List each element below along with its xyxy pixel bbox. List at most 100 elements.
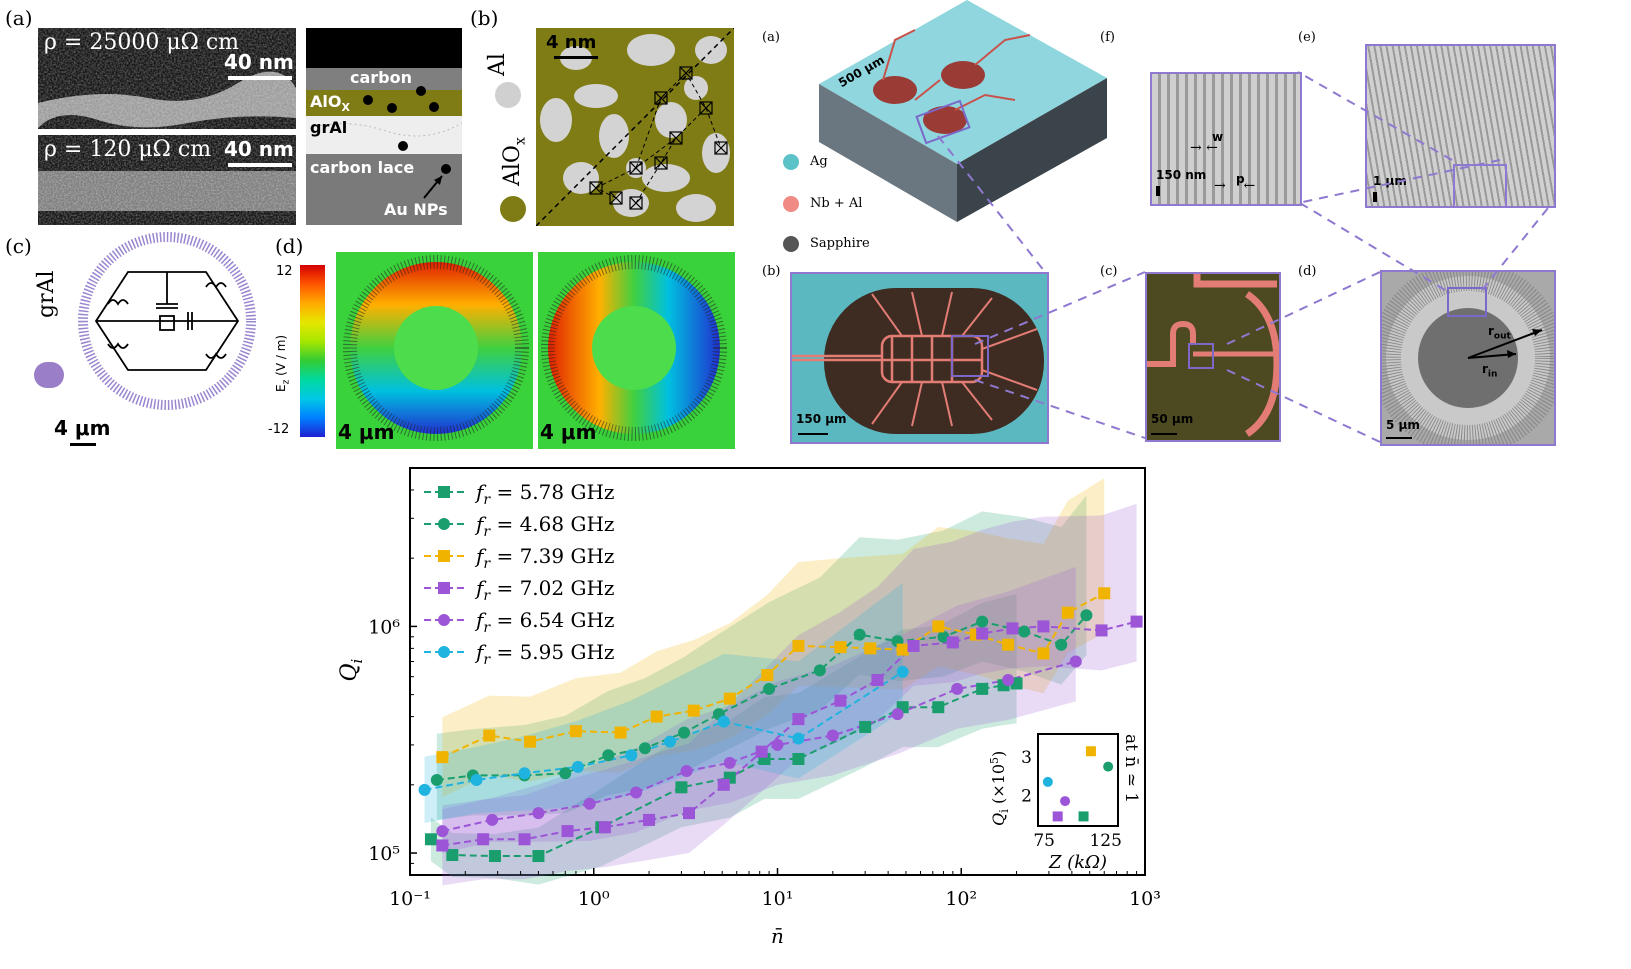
point-series-0 (976, 682, 989, 695)
circuit-scale-bar (70, 443, 96, 446)
right-panel-a-label: (a) (762, 30, 780, 45)
legend-label: fr = 5.95 GHz (474, 640, 614, 668)
point-series-2 (1098, 587, 1111, 600)
circuit-scale-label: 4 μm (54, 416, 111, 440)
colorbar (300, 265, 325, 437)
gral-legend-dot (34, 362, 64, 388)
colorbar-label-sub: z (281, 379, 292, 385)
grain-scale-label: 4 nm (546, 32, 597, 53)
point-series-2 (614, 726, 627, 739)
legend-al-label: Al (485, 53, 510, 76)
point-series-5 (571, 760, 584, 773)
optical-panel-b: 150 μm (790, 272, 1049, 444)
point-series-1 (430, 774, 443, 787)
point-series-0 (859, 720, 872, 733)
point-series-2 (687, 704, 700, 717)
line-series-0 (430, 682, 1017, 858)
point-series-2 (1037, 647, 1050, 660)
colorbar-top-tick: 12 (276, 264, 293, 279)
x-axis-label: n̄ (771, 924, 784, 948)
circuit-diagram (78, 232, 256, 410)
legend-alox-dot (500, 196, 526, 222)
sem-d-rout: rout (1488, 324, 1511, 341)
point-series-2 (569, 725, 582, 738)
point-series-5 (896, 665, 909, 678)
point-series-1 (1018, 625, 1031, 638)
sem-d-rout-main: r (1488, 324, 1494, 338)
optical-b-scale: 150 μm (796, 412, 847, 426)
sem-f-w-arrow: → ← (1190, 140, 1218, 156)
legend-marker (438, 582, 450, 594)
point-series-2 (1002, 638, 1015, 651)
qi-chart: 10⁻¹ 10⁰ 10¹ 10² 10³ 10⁵ 10⁶ n̄ Qi fr = 5.78 GHz… (337, 467, 1161, 948)
layer-carbon-lace (306, 154, 462, 225)
point-series-1 (853, 628, 866, 641)
chart-legend: fr = 5.78 GHz fr = 4.68 GHz fr = 7.39 GHz f… (424, 480, 614, 668)
sem-f-scale-bar (1156, 186, 1160, 196)
point-series-3 (436, 839, 449, 852)
point-series-4 (486, 813, 499, 826)
point-series-4 (630, 786, 643, 799)
point-series-5 (418, 783, 431, 796)
band-series-0 (430, 594, 1017, 885)
legend-ag-label: Ag (810, 154, 828, 169)
point-series-5 (792, 732, 805, 745)
x-tick-label: 10¹ (762, 888, 794, 910)
grain-svg (536, 28, 734, 226)
band-series-5 (424, 582, 903, 823)
sem-panel-f: w → ← p → ← 150 nm (1150, 72, 1302, 206)
point-series-3 (834, 694, 847, 707)
legend-sapphire-dot (783, 236, 799, 252)
point-series-3 (976, 627, 989, 640)
sem-d-rin-sub: in (1487, 369, 1498, 380)
sem-d-rin: rin (1482, 362, 1497, 379)
point-series-3 (477, 833, 490, 846)
x-tick-label: 10³ (1129, 888, 1161, 910)
panel-a-label: (a) (5, 6, 33, 30)
point-series-2 (483, 729, 496, 742)
legend-marker (438, 614, 450, 626)
inset-point (1042, 776, 1053, 787)
y-axis-label-sub: i (348, 658, 366, 663)
layer-carbon (306, 68, 462, 90)
au-nanoparticles (309, 86, 462, 199)
legend-marker (438, 486, 450, 498)
grain-schematic: 4 nm (536, 28, 734, 226)
field-map-left-svg (343, 255, 529, 441)
inset-y-tick: 2 (1021, 786, 1032, 806)
point-series-1 (678, 726, 691, 739)
point-series-2 (792, 639, 805, 652)
inset-plot: 75 125 2 3 Z (kΩ) Qi (×105) at n̄ ≃ 1 (988, 733, 1141, 873)
sem-f-p-label: p (1236, 172, 1245, 186)
label-alox-sub: X (341, 101, 350, 115)
sem-d-rin-main: r (1482, 362, 1488, 376)
inset-right-label: at n̄ ≃ 1 (1121, 734, 1141, 803)
field-map-left-scale: 4 μm (338, 420, 395, 444)
point-series-1 (602, 749, 615, 762)
point-series-4 (583, 797, 596, 810)
point-series-5 (625, 749, 638, 762)
label-carbon-lace: carbon lace (310, 158, 415, 177)
colorbar-label: Ez (V / m) (274, 335, 291, 392)
band-series-3 (442, 503, 1137, 886)
sem-d-rout-sub: out (1493, 331, 1511, 342)
band-series-2 (442, 478, 1105, 798)
point-series-4 (680, 765, 693, 778)
legend-alox-main: AlO (500, 145, 525, 186)
right-panel-e-label: (e) (1298, 30, 1316, 45)
point-series-2 (1061, 606, 1074, 619)
point-series-2 (834, 641, 847, 654)
point-series-4 (771, 738, 784, 751)
resistivity-low-text: ρ = 120 μΩ cm (44, 137, 212, 162)
chip-3d (819, 0, 1107, 222)
field-map-right-scale: 4 μm (540, 420, 597, 444)
point-series-5 (717, 715, 730, 728)
tem-bottom-scale-label: 40 nm (224, 137, 294, 161)
point-series-1 (976, 615, 989, 628)
y-axis-label: Qi (337, 658, 366, 681)
right-panel-c-label: (c) (1100, 264, 1118, 279)
inset-point (1060, 796, 1071, 807)
inset-point (1052, 811, 1063, 822)
legend-nbal-dot (783, 196, 799, 212)
point-series-4 (891, 708, 904, 721)
